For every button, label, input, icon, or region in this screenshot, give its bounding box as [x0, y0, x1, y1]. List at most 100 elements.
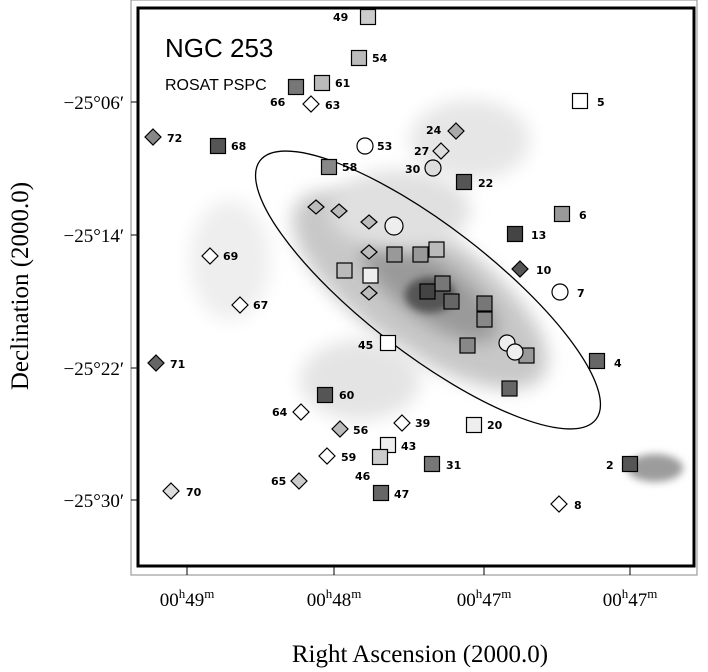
source-label: 49 [333, 11, 348, 24]
x-tick-label: 00h48m [307, 586, 362, 611]
ticks: −25°06′−25°14′−25°22′−25°30′00h49m 00h48m… [64, 93, 658, 611]
source-label: 47 [394, 488, 409, 501]
source-diamond [144, 128, 162, 146]
x-tick-label-part: h [622, 586, 629, 601]
source-label: 60 [339, 389, 355, 402]
source-circle [356, 137, 374, 155]
frame [136, 6, 696, 568]
source-square [371, 448, 389, 466]
source-label: 53 [377, 140, 392, 153]
source-diamond [302, 95, 320, 113]
source-diamond [331, 420, 349, 438]
source-square [571, 92, 589, 110]
source-square [455, 173, 473, 191]
source-square [372, 484, 390, 502]
source-label: 39 [415, 417, 430, 430]
source-square [423, 455, 441, 473]
x-tick-label-part: m [204, 586, 214, 601]
source-label: 64 [272, 406, 288, 419]
source-label: 58 [342, 161, 357, 174]
source-label: 22 [478, 177, 493, 190]
source-label: 46 [355, 470, 371, 483]
source-diamond [290, 472, 308, 490]
source-label: 68 [231, 140, 246, 153]
x-tick-label-part: m [351, 586, 361, 601]
y-tick-label: −25°30′ [64, 491, 124, 512]
source-square [350, 49, 368, 67]
source-label: 2 [606, 459, 614, 472]
source-label: 10 [536, 264, 552, 277]
source-label: 45 [358, 339, 373, 352]
x-tick-label-part: 00 [457, 590, 476, 611]
source-diamond [292, 403, 310, 421]
source-label: 67 [253, 299, 268, 312]
source-label: 72 [167, 132, 182, 145]
x-tick-label-part: 49 [185, 590, 204, 611]
y-axis-label: Declination (2000.0) [7, 182, 34, 390]
y-tick-label: −25°22′ [64, 359, 124, 380]
source-label: 27 [414, 145, 429, 158]
subtitle: ROSAT PSPC [165, 77, 267, 94]
source-square [553, 205, 571, 223]
source-label: 69 [223, 250, 238, 263]
source-label: 56 [353, 424, 369, 437]
x-tick-label-part: h [326, 586, 333, 601]
source-label: 43 [401, 440, 416, 453]
x-tick-label-part: 00 [603, 590, 622, 611]
y-tick-label: −25°14′ [64, 226, 124, 247]
source-label: 7 [577, 287, 585, 300]
source-label: 59 [341, 451, 356, 464]
source-diamond [318, 447, 336, 465]
source-label: 4 [614, 357, 622, 370]
source-diamond [393, 414, 411, 432]
source-label: 66 [270, 96, 286, 109]
source-square [379, 334, 397, 352]
source-square [287, 78, 305, 96]
source-label: 61 [335, 77, 350, 90]
source-label: 8 [574, 499, 582, 512]
source-label: 5 [597, 96, 605, 109]
y-tick-label: −25°06′ [64, 93, 124, 114]
source-diamond [447, 122, 465, 140]
source-square [209, 137, 227, 155]
source-label: 63 [325, 99, 340, 112]
x-tick-label-part: 47 [482, 590, 501, 611]
source-label: 54 [372, 52, 388, 65]
source-circle [551, 283, 569, 301]
source-label: 70 [186, 486, 202, 499]
x-tick-label-part: m [501, 586, 511, 601]
x-tick-label-part: h [179, 586, 186, 601]
source-label: 65 [271, 475, 286, 488]
x-tick-label-part: m [647, 586, 657, 601]
x-tick-label-part: 00 [307, 590, 326, 611]
source-diamond [550, 495, 568, 513]
source-square [588, 352, 606, 370]
x-tick-label-part: 48 [332, 590, 351, 611]
source-diamond [162, 482, 180, 500]
source-square [316, 386, 334, 404]
source-diamond [511, 260, 529, 278]
source-diamond [201, 247, 219, 265]
x-tick-label: 00h47m [603, 586, 658, 611]
source-square [320, 158, 338, 176]
source-label: 30 [405, 163, 421, 176]
x-tick-label: 00h49m [160, 586, 215, 611]
source-square [621, 455, 639, 473]
source-square [506, 225, 524, 243]
x-tick-label-part: 47 [628, 590, 647, 611]
source-square [359, 8, 377, 26]
source-diamond [432, 142, 450, 160]
source-label: 24 [426, 124, 442, 137]
source-circle [424, 159, 442, 177]
source-label: 31 [446, 459, 461, 472]
source-diamond [231, 296, 249, 314]
title: NGC 253 [165, 33, 273, 63]
source-label: 20 [487, 419, 503, 432]
source-square [465, 416, 483, 434]
unlabeled-sources [307, 199, 535, 397]
source-label: 6 [579, 209, 587, 222]
source-diamond [147, 354, 165, 372]
x-tick-label: 00h47m [457, 586, 512, 611]
